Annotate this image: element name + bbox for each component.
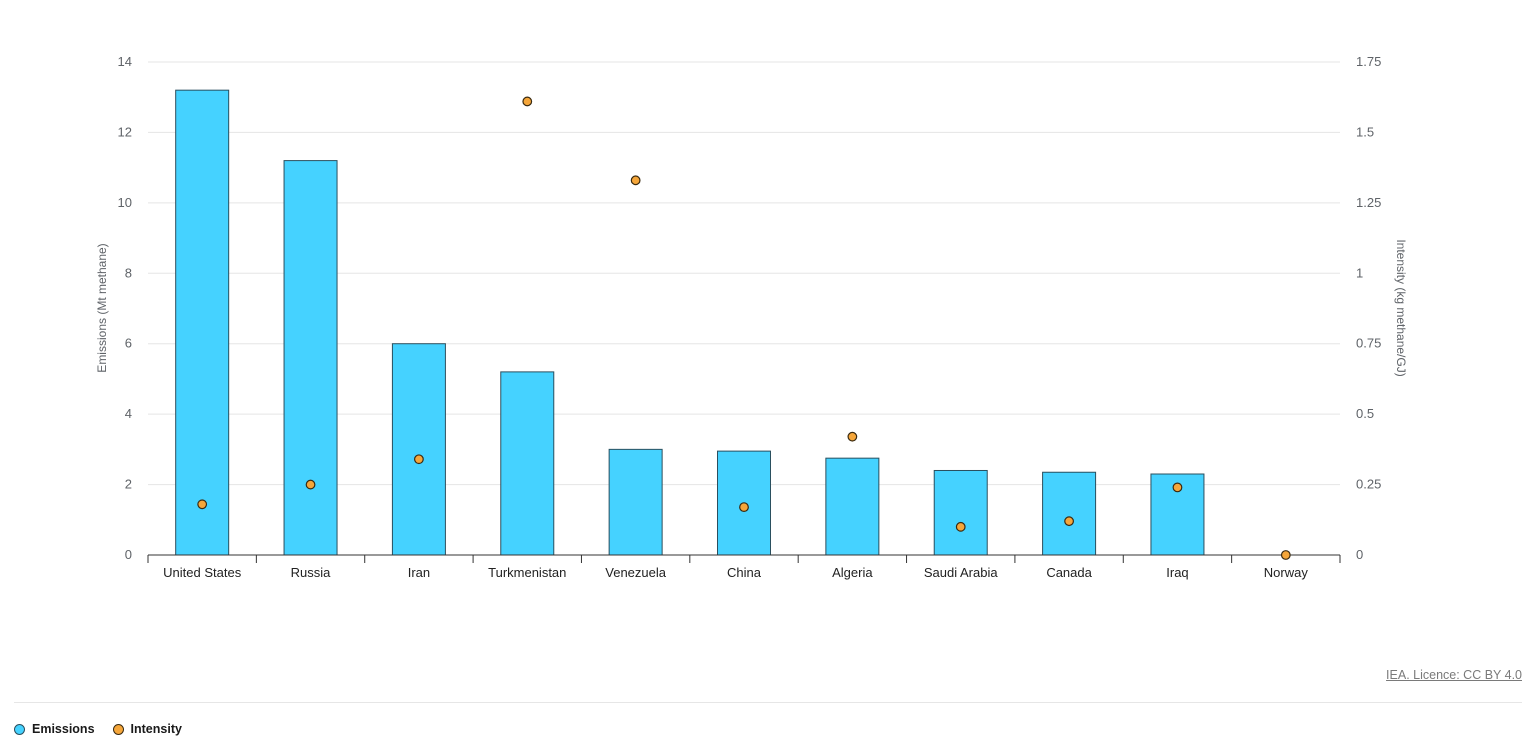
- intensity-point: [1280, 550, 1291, 560]
- y2-tick-label: 0: [1356, 547, 1363, 562]
- x-tick-label: Russia: [291, 565, 332, 580]
- legend-item-emissions[interactable]: Emissions: [14, 722, 95, 736]
- bar: [608, 448, 663, 556]
- y-tick-label: 8: [125, 265, 132, 280]
- y-axis-title: Emissions (Mt methane): [95, 243, 109, 372]
- intensity-point: [1064, 516, 1074, 527]
- intensity-point: [197, 499, 208, 510]
- legend-label-intensity: Intensity: [130, 722, 182, 736]
- x-tick-label: Iran: [408, 565, 430, 580]
- intensity-point: [305, 479, 316, 490]
- legend: Emissions Intensity: [14, 722, 182, 736]
- intensity-point: [847, 431, 858, 442]
- x-tick-label: Venezuela: [605, 565, 666, 580]
- y2-axis-title: Intensity (kg methane/GJ): [1394, 239, 1408, 376]
- intensity-points: [197, 96, 1291, 560]
- bar: [283, 160, 338, 556]
- x-tick-label: Algeria: [832, 565, 873, 580]
- intensity-point: [739, 502, 749, 513]
- bar: [500, 371, 555, 556]
- x-axis: United States Russia Iran Turkmenistan Venez…: [147, 554, 1341, 580]
- y-tick-label: 4: [125, 406, 132, 421]
- y-tick-label: 12: [118, 124, 132, 139]
- intensity-point: [955, 521, 966, 532]
- x-tick-label: Canada: [1046, 565, 1092, 580]
- x-tick-label: Norway: [1264, 565, 1309, 580]
- y2-tick-label: 1.25: [1356, 195, 1381, 210]
- y2-tick-label: 1.75: [1356, 54, 1381, 69]
- intensity-point: [414, 454, 424, 465]
- x-tick-label: Saudi Arabia: [924, 565, 998, 580]
- x-tick-label: United States: [163, 565, 242, 580]
- y2-tick-label: 0.25: [1356, 477, 1381, 492]
- emissions-swatch-icon: [14, 723, 25, 735]
- intensity-point: [630, 175, 641, 186]
- bar: [1042, 471, 1097, 556]
- x-tick-label: Iraq: [1166, 565, 1188, 580]
- legend-label-emissions: Emissions: [32, 722, 95, 736]
- chart: United States Russia Iran Turkmenistan Venez…: [95, 54, 1408, 580]
- y2-tick-label: 1: [1356, 265, 1363, 280]
- y2-tick-label: 0.5: [1356, 406, 1374, 421]
- legend-item-intensity[interactable]: Intensity: [112, 722, 182, 736]
- y-tick-label: 10: [118, 195, 132, 210]
- gridlines: [148, 61, 1340, 486]
- y-tick-label: 0: [125, 547, 132, 562]
- intensity-point: [1172, 482, 1183, 493]
- x-tick-label: Turkmenistan: [488, 565, 566, 580]
- intensity-point: [522, 96, 533, 107]
- intensity-swatch-icon: [112, 723, 124, 735]
- y2-tick-label: 0.75: [1356, 336, 1381, 351]
- bar: [391, 343, 446, 556]
- bars: [175, 89, 1205, 556]
- bar: [825, 457, 880, 556]
- y-tick-label: 14: [118, 54, 132, 69]
- y-tick-label: 2: [125, 477, 132, 492]
- y-axes: 0 2 4 6 8 10 12 14 0 0.25 0.5 0.75 1 1.25 1.5 1.75: [118, 54, 1382, 562]
- y2-tick-label: 1.5: [1356, 124, 1374, 139]
- y-tick-label: 6: [125, 336, 132, 351]
- licence-link[interactable]: IEA. Licence: CC BY 4.0: [1386, 668, 1522, 682]
- divider: [14, 702, 1522, 703]
- bar: [175, 89, 230, 556]
- x-tick-label: China: [727, 565, 762, 580]
- bar: [933, 469, 988, 556]
